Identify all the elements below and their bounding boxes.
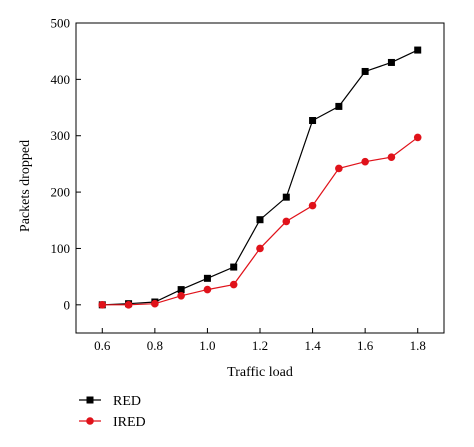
data-point-red [414,46,422,54]
series-layer [98,46,422,309]
data-point-red [256,216,264,224]
data-point-ired [124,301,133,309]
data-point-ired [361,157,369,166]
data-point-red [282,193,290,201]
data-point-ired [335,164,343,173]
y-axis-title: Packets dropped [18,140,33,232]
data-point-ired [229,280,238,289]
y-tick-label: 200 [51,185,71,200]
y-tick-label: 300 [51,128,71,143]
data-point-red [230,263,238,271]
legend: RED IRED [79,394,146,430]
x-tick-label: 1.0 [199,338,215,353]
data-point-red [335,102,343,110]
data-point-ired [203,285,212,294]
axis-ticks: 0.6 0.8 1.0 1.2 1.4 1.6 1.8 0 100 200 300 400 500 [51,16,426,354]
data-point-red [309,117,317,125]
data-point-ired [308,201,317,210]
legend-label-ired: IRED [113,415,146,430]
data-point-ired [177,292,185,300]
y-tick-label: 0 [64,297,71,312]
y-tick-label: 400 [51,72,71,87]
data-point-ired [387,153,396,161]
plot-frame [75,22,445,334]
series-line-red [102,49,418,306]
data-point-ired [282,217,291,226]
x-tick-label: 0.8 [147,338,163,353]
y-tick-label: 100 [51,241,71,256]
data-point-ired [151,299,159,308]
x-tick-label: 0.6 [94,338,111,353]
legend-item-red: RED [79,394,141,409]
x-tick-label: 1.2 [252,338,268,353]
data-point-red [177,286,185,294]
y-tick-label: 500 [51,16,71,31]
data-point-ired [256,244,264,253]
legend-item-ired: IRED [79,415,146,430]
x-tick-label: 1.8 [410,338,426,353]
data-point-red [203,274,211,282]
data-point-ired [98,301,107,309]
x-axis-title: Traffic load [227,365,293,380]
data-point-ired [413,133,422,142]
data-point-red [387,58,395,66]
data-point-red [361,67,369,75]
x-tick-label: 1.6 [357,338,374,353]
legend-label-red: RED [113,394,141,409]
x-tick-label: 1.4 [304,338,321,353]
